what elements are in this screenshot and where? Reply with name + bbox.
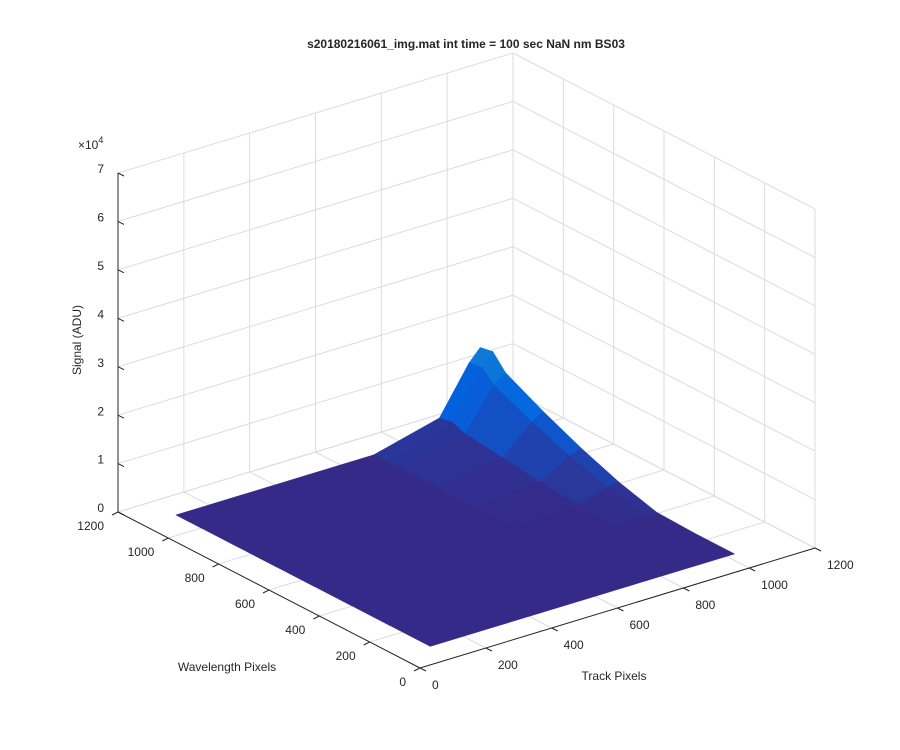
z-tick-label: 1 — [97, 453, 104, 467]
x-tick — [748, 567, 756, 572]
surface-face — [389, 605, 497, 647]
x-tick-label: 600 — [630, 618, 650, 632]
axes: 0200400600800100012000200400600800100012… — [77, 162, 854, 692]
x-tick — [485, 647, 493, 652]
z-tick — [117, 463, 125, 468]
y-tick-label: 200 — [336, 649, 356, 663]
grid-line — [512, 246, 816, 404]
grid-line — [512, 149, 816, 307]
z-tick-label: 4 — [97, 307, 104, 321]
grid-line — [117, 343, 514, 465]
y-tick-label: 0 — [399, 675, 406, 689]
z-multiplier-base: ×10 — [78, 138, 99, 152]
z-multiplier-power: 4 — [98, 135, 103, 145]
z-multiplier: ×104 — [78, 135, 103, 152]
x-tick — [683, 587, 690, 592]
z-tick — [117, 366, 125, 371]
grid-line — [512, 197, 816, 355]
grid-line — [512, 343, 816, 501]
grid-line — [117, 294, 514, 416]
z-tick — [117, 220, 125, 225]
z-tick-label: 0 — [97, 501, 104, 515]
x-tick-label: 800 — [695, 598, 715, 612]
z-tick — [117, 172, 125, 177]
z-tick — [117, 414, 125, 419]
y-tick-label: 1200 — [77, 519, 104, 533]
z-tick — [117, 317, 125, 322]
y-tick — [262, 589, 270, 594]
x-axis-label: Track Pixels — [582, 669, 647, 683]
grid-line — [117, 52, 514, 174]
z-tick-label: 2 — [97, 404, 104, 418]
z-tick-label: 7 — [97, 162, 104, 176]
x-tick — [551, 627, 558, 632]
x-tick-label: 400 — [564, 638, 584, 652]
chart-title: s20180216061_img.mat int time = 100 sec … — [307, 37, 625, 51]
x-tick-label: 0 — [432, 678, 439, 692]
grid-line — [117, 100, 514, 222]
grid-line — [117, 149, 514, 271]
y-tick — [111, 511, 119, 516]
x-tick-label: 1000 — [761, 578, 788, 592]
z-tick-label: 6 — [97, 211, 104, 225]
y-tick — [363, 641, 370, 646]
x-tick-label: 1200 — [827, 558, 854, 572]
y-tick — [162, 537, 169, 542]
z-tick — [117, 511, 125, 516]
surface — [175, 347, 736, 647]
z-axis-label: Signal (ADU) — [70, 305, 84, 375]
grid-line — [117, 246, 514, 368]
grid-line — [512, 391, 816, 549]
z-tick-label: 5 — [97, 259, 104, 273]
grid-line — [512, 100, 816, 258]
grid-line — [512, 52, 816, 210]
x-tick — [419, 667, 427, 672]
z-tick — [117, 269, 125, 274]
y-tick-label: 1000 — [128, 545, 155, 559]
y-tick — [413, 667, 421, 672]
y-tick — [212, 563, 219, 568]
y-tick-label: 400 — [285, 623, 305, 637]
grid-line — [512, 294, 816, 452]
z-tick-label: 3 — [97, 356, 104, 370]
x-tick — [814, 547, 822, 552]
y-tick-label: 800 — [185, 571, 205, 585]
y-tick-label: 600 — [235, 597, 255, 611]
y-tick — [313, 615, 320, 620]
y-axis-label: Wavelength Pixels — [178, 660, 276, 674]
grid-line — [117, 197, 514, 319]
x-tick-label: 200 — [498, 658, 518, 672]
x-tick — [617, 607, 624, 612]
